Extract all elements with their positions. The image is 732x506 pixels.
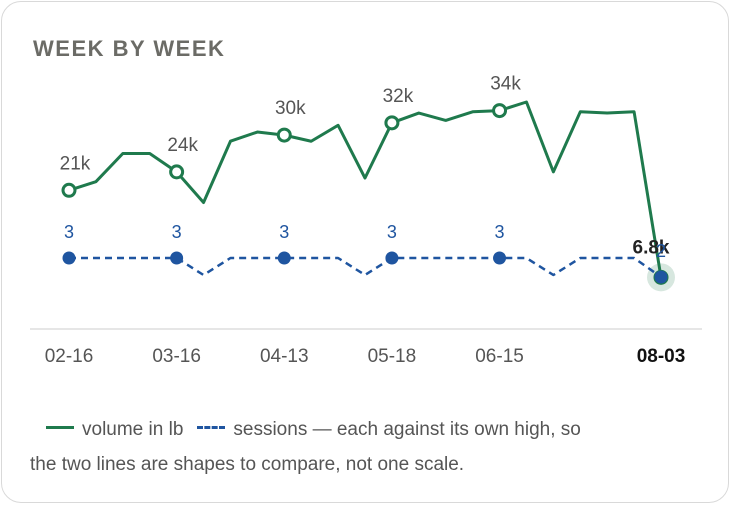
- volume-point: [61, 182, 77, 198]
- x-tick-label: 05-18: [368, 346, 417, 367]
- sessions-line: [69, 256, 662, 279]
- volume-series: 21k 24k 30k 32k 34k 6.8k: [60, 74, 675, 292]
- sessions-legend-label: sessions — each against its own high, so: [233, 419, 581, 440]
- legend: volume in lb sessions — each against its …: [30, 412, 710, 482]
- volume-data-label: 24k: [167, 135, 198, 156]
- sessions-data-label: 2: [656, 241, 666, 261]
- sessions-point: [654, 270, 668, 284]
- volume-point: [276, 127, 292, 143]
- sessions-point: [277, 251, 291, 265]
- sessions-point: [170, 251, 184, 265]
- volume-data-label: 21k: [60, 153, 91, 174]
- volume-data-label: 6.8k: [633, 237, 670, 258]
- x-tick-labels: 02-16 03-16 04-13 05-18 06-15 08-03: [45, 346, 686, 367]
- x-tick-label: 08-03: [637, 346, 686, 367]
- legend-note: the two lines are shapes to compare, not…: [30, 454, 465, 475]
- x-tick-label: 04-13: [260, 346, 309, 367]
- sessions-legend-swatch: [197, 426, 226, 430]
- volume-data-label: 30k: [275, 98, 306, 119]
- x-tick-label: 03-16: [152, 346, 201, 367]
- volume-point: [169, 164, 185, 180]
- x-tick-label: 06-15: [475, 346, 524, 367]
- sessions-data-label: 3: [495, 222, 505, 242]
- sessions-point: [385, 251, 399, 265]
- volume-point: [492, 103, 508, 119]
- volume-data-label: 34k: [490, 74, 521, 95]
- volume-data-label: 32k: [383, 86, 414, 107]
- sessions-data-label: 3: [172, 222, 182, 242]
- volume-legend-label: volume in lb: [82, 419, 184, 440]
- x-tick-label: 02-16: [45, 346, 94, 367]
- sessions-point: [493, 251, 507, 265]
- sessions-series: 3 3 3 3 3 2: [62, 222, 668, 284]
- chart-title: WEEK BY WEEK: [33, 36, 226, 61]
- sessions-data-label: 3: [387, 222, 397, 242]
- sessions-data-label: 3: [279, 222, 289, 242]
- volume-line: [68, 100, 663, 278]
- volume-legend-swatch: [46, 426, 74, 430]
- sessions-data-label: 3: [64, 222, 74, 242]
- sessions-point: [62, 251, 76, 265]
- volume-point: [384, 115, 400, 131]
